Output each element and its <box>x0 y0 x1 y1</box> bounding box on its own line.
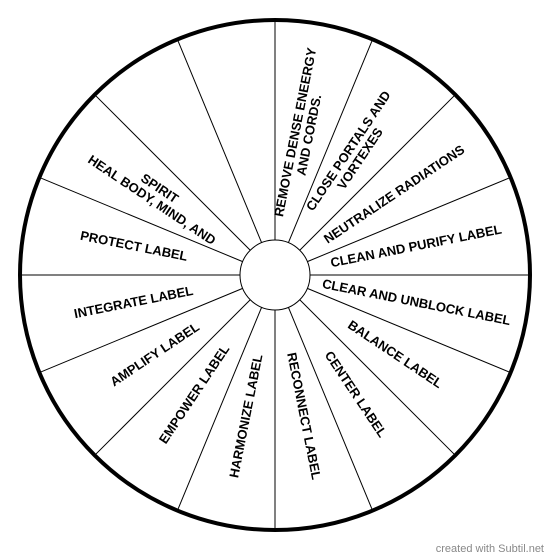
sector-wheel-diagram: REMOVE DENSE ENEERGYAND CORDS.CLOSE PORT… <box>0 0 550 559</box>
credit-text: created with Subtil.net <box>436 543 544 555</box>
inner-hub-circle <box>240 240 310 310</box>
